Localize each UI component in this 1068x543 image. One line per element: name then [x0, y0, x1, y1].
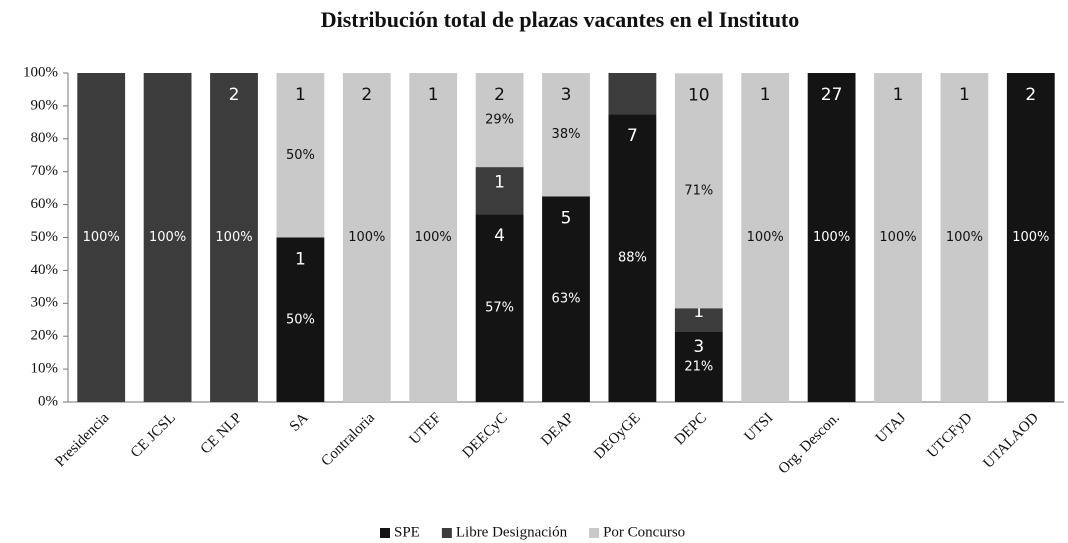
- x-tick-label: Contraloria: [318, 410, 378, 470]
- value-label: 71%: [684, 183, 713, 198]
- bar-segment: [542, 196, 590, 402]
- x-tick-label: DEAP: [538, 410, 577, 449]
- bar-segment: [1006, 73, 1055, 402]
- count-label: 2: [1025, 85, 1036, 105]
- x-tick-label: Presidencia: [52, 410, 112, 470]
- count-label: 1: [693, 302, 704, 322]
- y-tick-label: 100%: [23, 64, 58, 80]
- count-label: 1: [893, 85, 904, 105]
- value-label: 88%: [618, 251, 647, 266]
- legend-swatch: [441, 528, 452, 538]
- bar-segment: [342, 73, 391, 402]
- bar-segment: [807, 73, 856, 402]
- count-label: 1: [494, 173, 505, 193]
- y-tick-label: 70%: [31, 163, 59, 179]
- x-tick-label: SA: [287, 410, 312, 435]
- count-label: 3: [561, 85, 572, 105]
- x-tick-label: UTAJ: [873, 410, 910, 447]
- bar-segment: [77, 73, 126, 402]
- value-label: 50%: [286, 312, 315, 327]
- value-label: 100%: [215, 230, 252, 245]
- value-label: 38%: [552, 127, 581, 142]
- y-tick-label: 50%: [31, 229, 59, 245]
- bar-segment: [409, 73, 458, 402]
- count-label: 5: [561, 208, 572, 228]
- bar-segment: [674, 331, 723, 402]
- x-tick-label: UTSI: [742, 410, 777, 445]
- bar-segment: [210, 73, 258, 402]
- chart-title: Distribución total de plazas vacantes en…: [321, 7, 800, 32]
- value-label: 100%: [813, 230, 850, 245]
- x-tick-label: Org. Descon.: [775, 410, 842, 477]
- value-label: 57%: [485, 301, 514, 316]
- legend-swatch: [589, 528, 600, 538]
- x-tick-label: UTCFyD: [924, 410, 976, 462]
- bar-segment: [143, 73, 192, 402]
- count-label: 1: [959, 85, 970, 105]
- count-label: 10: [688, 85, 710, 105]
- value-label: 100%: [149, 230, 186, 245]
- count-label: 3: [693, 337, 704, 357]
- bar-segment: [542, 73, 590, 197]
- legend-label: Por Concurso: [603, 524, 685, 540]
- x-tick-label: UTALAOD: [980, 410, 1042, 472]
- bar-segment: [608, 73, 657, 115]
- bar-segment: [276, 73, 325, 238]
- count-label: 1: [760, 85, 771, 105]
- value-label: 100%: [747, 230, 784, 245]
- value-label: 100%: [348, 230, 385, 245]
- x-tick-label: CE NLP: [198, 410, 246, 458]
- legend-label: Libre Designación: [456, 524, 568, 540]
- value-label: 29%: [485, 113, 514, 128]
- bar-segment: [741, 73, 790, 402]
- bar-segment: [608, 114, 657, 402]
- count-label: 1: [295, 250, 306, 270]
- y-tick-label: 40%: [31, 262, 59, 278]
- legend-label: SPE: [394, 524, 420, 540]
- x-tick-label: DEOyGE: [591, 410, 644, 463]
- y-tick-label: 90%: [31, 97, 59, 113]
- x-tick-label: UTEF: [407, 410, 445, 448]
- value-label: 63%: [552, 292, 581, 307]
- count-label: 4: [494, 226, 505, 246]
- bar-segment: [674, 73, 723, 309]
- x-tick-label: DEECyC: [459, 410, 510, 461]
- count-label: 1: [295, 85, 306, 105]
- value-label: 100%: [946, 230, 983, 245]
- count-label: 2: [361, 85, 372, 105]
- y-tick-label: 0%: [38, 393, 58, 409]
- y-tick-label: 60%: [31, 196, 59, 212]
- bar-segment: [276, 237, 325, 402]
- y-tick-label: 80%: [31, 130, 59, 146]
- count-label: 1: [428, 85, 439, 105]
- legend-swatch: [380, 528, 390, 538]
- bar-segment: [874, 73, 922, 402]
- bar-segment: [940, 73, 989, 402]
- bar-segment: [475, 214, 524, 402]
- count-label: 2: [494, 85, 505, 105]
- count-label: 2: [229, 85, 240, 105]
- value-label: 50%: [286, 148, 315, 163]
- y-tick-label: 10%: [31, 361, 59, 377]
- count-label: 7: [627, 126, 638, 146]
- value-label: 100%: [415, 230, 452, 245]
- x-tick-label: DEPC: [672, 410, 710, 448]
- y-tick-label: 30%: [31, 295, 59, 311]
- bar-segment: [475, 167, 524, 215]
- y-tick-label: 20%: [31, 328, 59, 344]
- bar-segment: [674, 308, 723, 332]
- value-label: 21%: [684, 359, 713, 374]
- value-label: 100%: [83, 230, 120, 245]
- value-label: 100%: [1012, 230, 1049, 245]
- count-label: 27: [821, 85, 843, 105]
- x-tick-label: CE JCSL: [128, 410, 179, 461]
- bar-segment: [475, 73, 524, 168]
- value-label: 100%: [879, 230, 916, 245]
